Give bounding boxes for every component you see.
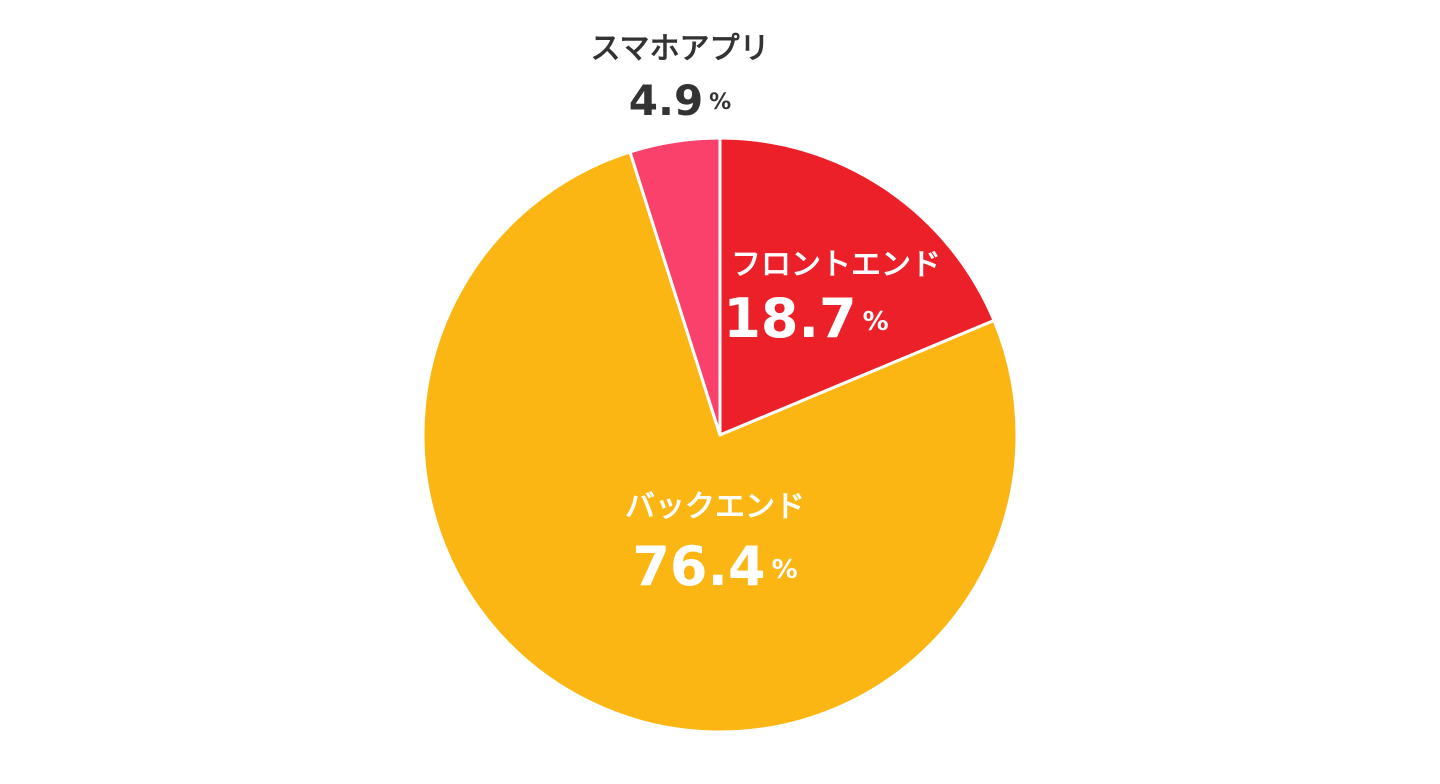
value-number: 76.4 (632, 535, 765, 598)
value-unit: % (772, 555, 798, 585)
value-unit: % (709, 90, 731, 115)
slice-value: 18.7% (723, 287, 888, 350)
pie-slice (628, 136, 722, 437)
pie-slice (718, 136, 996, 437)
slice-value: 76.4% (632, 535, 797, 598)
value-number: 4.9 (629, 76, 703, 125)
slice-label: スマホアプリ (590, 32, 769, 67)
slice-label: フロントエンド (731, 248, 941, 283)
pie-slice (421, 150, 1019, 734)
value-number: 18.7 (723, 287, 856, 350)
value-unit: % (863, 307, 889, 337)
slice-label: バックエンド (625, 490, 805, 525)
slice-value: 4.9% (629, 76, 731, 125)
